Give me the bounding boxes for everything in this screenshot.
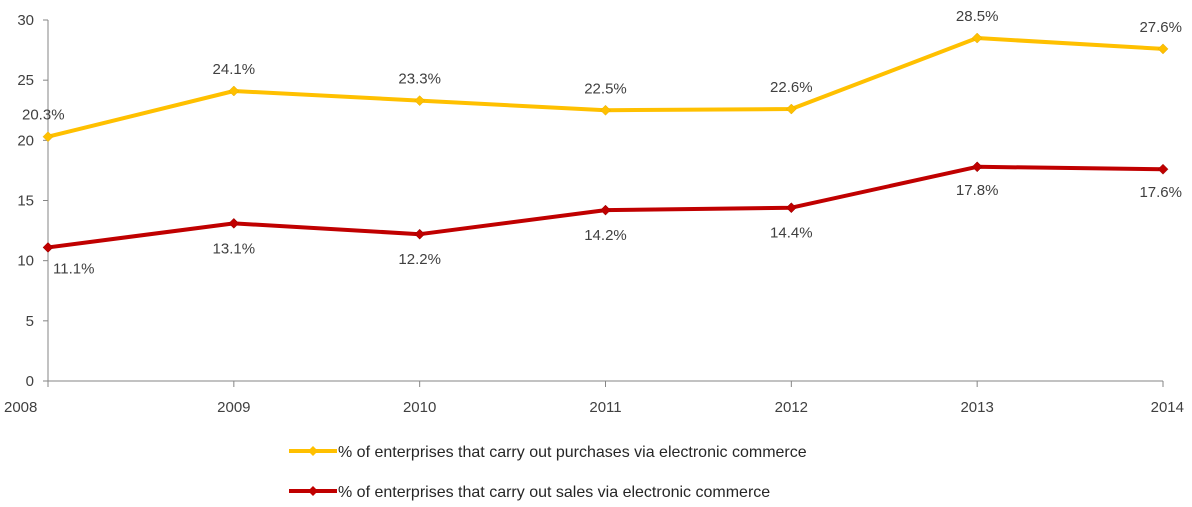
y-tick-label: 30	[17, 12, 34, 29]
x-tick-label: 2014	[1151, 399, 1184, 416]
data-label: 17.8%	[956, 182, 999, 199]
data-label: 28.5%	[956, 8, 999, 25]
y-tick-label: 20	[17, 132, 34, 149]
data-point	[600, 104, 611, 116]
y-tick-label: 15	[17, 193, 34, 210]
series-group	[42, 32, 1169, 253]
data-point	[1157, 43, 1169, 55]
y-tick-label: 10	[17, 253, 34, 270]
legend-marker	[308, 446, 318, 456]
y-tick-label: 25	[17, 72, 34, 89]
data-point	[600, 204, 611, 216]
data-point	[228, 85, 240, 97]
x-tick-label: 2009	[217, 399, 250, 416]
data-label: 13.1%	[213, 240, 256, 257]
data-label: 23.3%	[398, 71, 441, 88]
legend-label: % of enterprises that carry out sales vi…	[338, 484, 770, 501]
y-tick-label: 5	[26, 313, 34, 330]
data-label: 11.1%	[53, 260, 94, 277]
data-point	[228, 218, 240, 229]
data-label: 20.3%	[22, 107, 65, 124]
data-point	[414, 95, 426, 106]
x-tick-label: 2010	[403, 399, 436, 416]
data-label: 24.1%	[213, 61, 256, 78]
x-tick-label: 2012	[775, 399, 808, 416]
data-point	[42, 242, 54, 253]
data-point	[785, 103, 797, 115]
data-label: 17.6%	[1139, 184, 1182, 201]
data-point	[785, 202, 797, 214]
legend: % of enterprises that carry out purchase…	[289, 444, 807, 501]
data-label: 22.6%	[770, 79, 813, 96]
data-label: 14.2%	[584, 227, 627, 244]
data-label: 14.4%	[770, 225, 813, 242]
data-labels: 20.3% 24.1% 23.3% 22.5% 22.6% 28.5% 27.6% 11.1%…	[22, 8, 1182, 277]
y-tick-label: 0	[26, 373, 34, 390]
x-tick-label: 2008	[4, 399, 37, 416]
data-point	[1157, 163, 1169, 175]
data-point	[971, 32, 983, 44]
data-label: 22.5%	[584, 80, 627, 97]
legend-label: % of enterprises that carry out purchase…	[338, 444, 807, 461]
x-tick-label: 2011	[589, 399, 621, 416]
legend-marker	[308, 486, 318, 496]
data-label: 12.2%	[398, 251, 441, 268]
data-point	[414, 228, 426, 240]
x-tick-label: 2013	[960, 399, 993, 416]
data-label: 27.6%	[1139, 19, 1182, 36]
data-point	[971, 161, 983, 173]
axes: 0 5 10 15 20 25 30 2008 2009 2010 2011 2012 2013 2014	[4, 12, 1184, 416]
data-point	[42, 131, 54, 143]
